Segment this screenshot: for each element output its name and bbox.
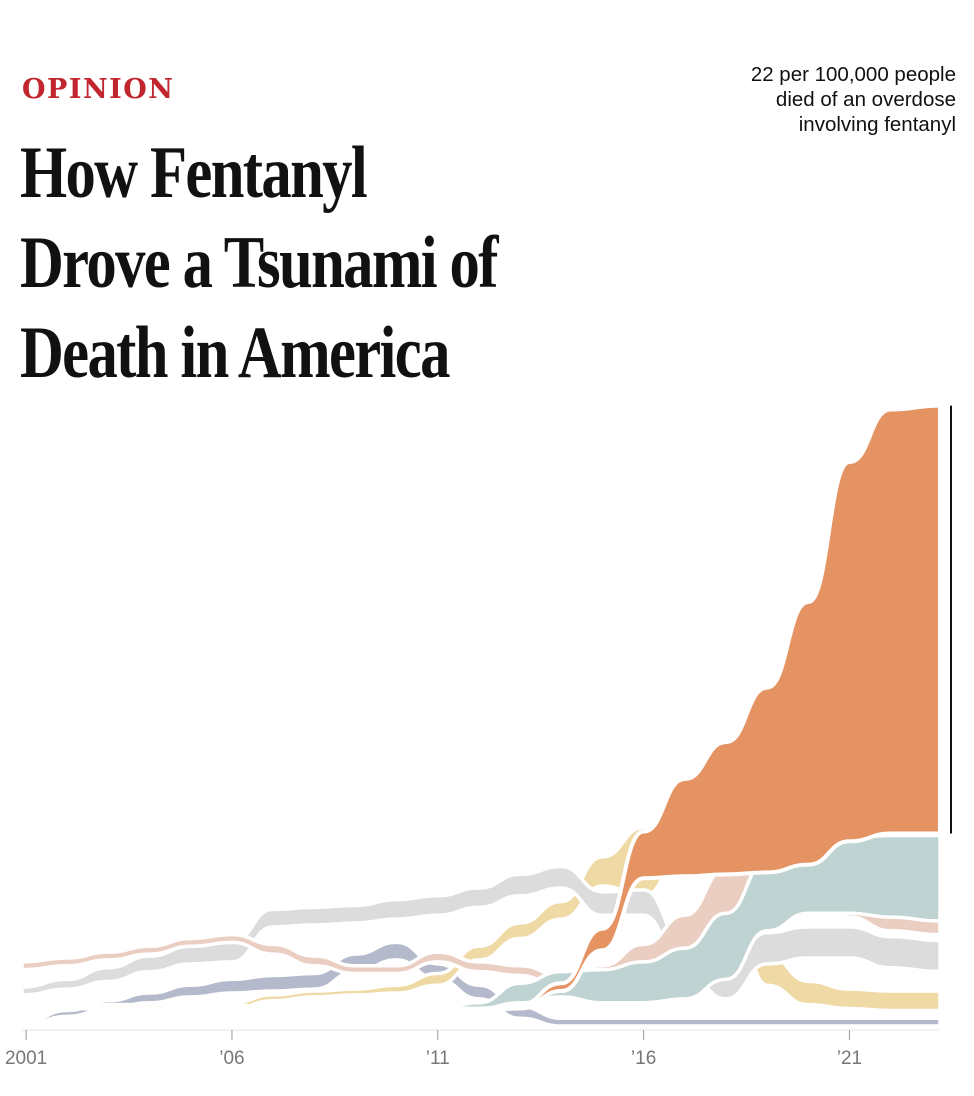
x-tick-label-0: 2001 xyxy=(5,1048,47,1069)
annotation-line-2: died of an overdose xyxy=(775,88,956,111)
headline: How Fentanyl Drove a Tsunami of Death in… xyxy=(20,128,498,398)
headline-line-2: Drove a Tsunami of xyxy=(20,222,498,304)
x-tick-label-3: ’16 xyxy=(631,1048,656,1069)
x-tick-label-1: ’06 xyxy=(219,1048,244,1069)
annotation-line-3: involving fentanyl xyxy=(798,113,956,136)
x-tick-label-2: ’11 xyxy=(426,1048,450,1069)
x-tick-label-4: ’21 xyxy=(837,1048,862,1069)
headline-line-3: Death in America xyxy=(20,312,450,394)
fentanyl-annotation: 22 per 100,000 people died of an overdos… xyxy=(751,62,956,137)
x-axis: 2001 ’06 ’11 ’16 ’21 xyxy=(5,1029,940,1069)
annotation-line-1: 22 per 100,000 people xyxy=(750,63,956,86)
stream-layers xyxy=(20,403,942,1028)
stream-layer-1 xyxy=(20,403,942,1013)
headline-line-1: How Fentanyl xyxy=(20,132,368,214)
section-kicker: OPINION xyxy=(22,74,175,105)
